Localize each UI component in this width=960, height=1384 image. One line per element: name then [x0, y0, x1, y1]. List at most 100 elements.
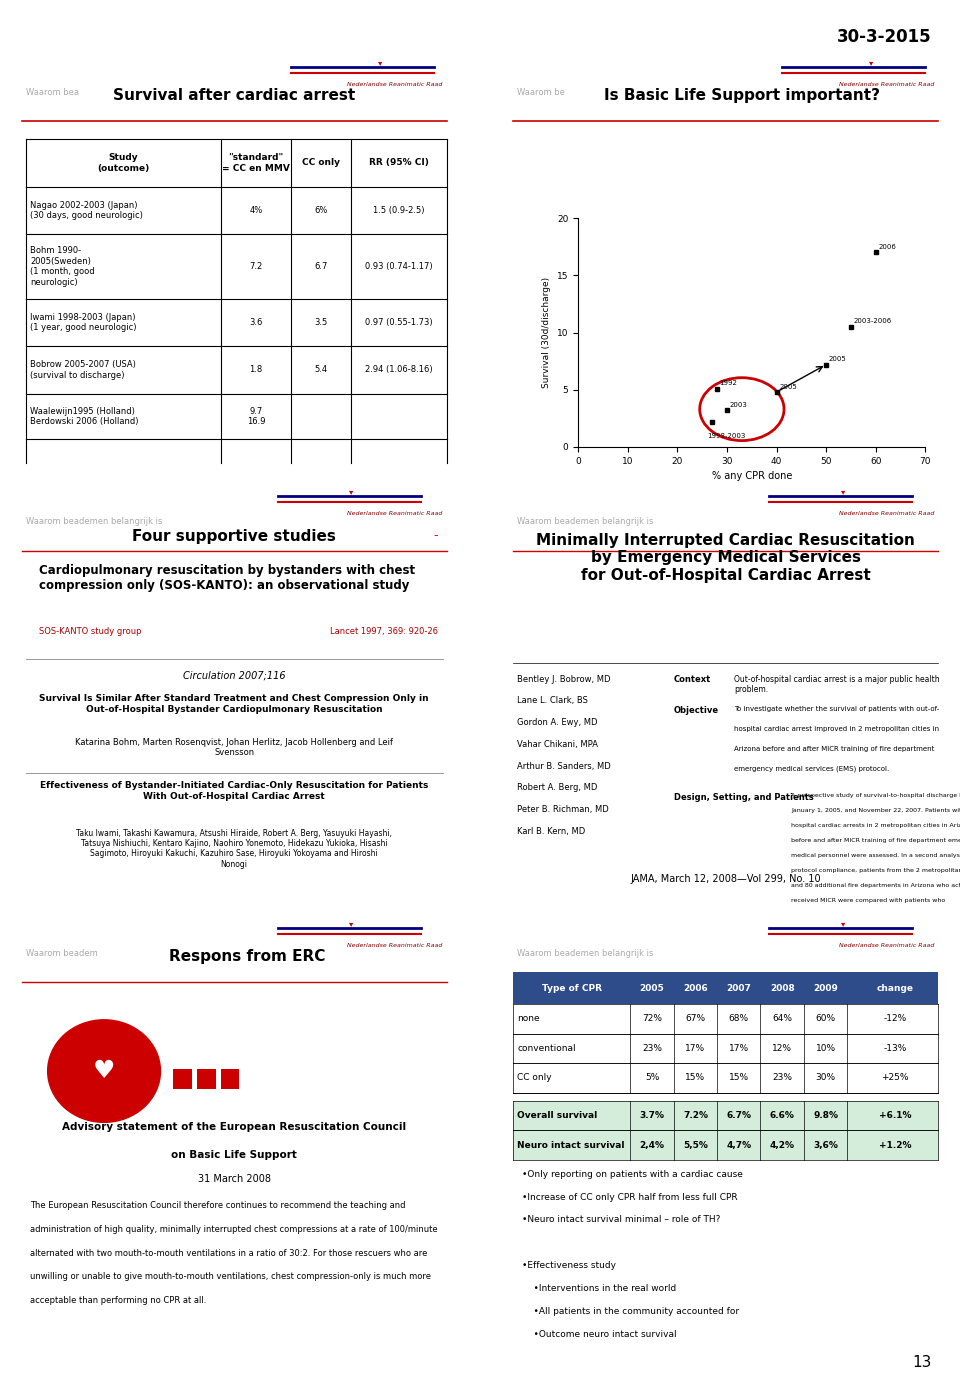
Text: 2,4%: 2,4%	[639, 1140, 664, 1150]
Text: 17%: 17%	[729, 1044, 749, 1053]
Text: +6.1%: +6.1%	[878, 1111, 911, 1120]
Text: Arthur B. Sanders, MD: Arthur B. Sanders, MD	[517, 761, 612, 771]
Text: "standard"
= CC en MMV: "standard" = CC en MMV	[222, 154, 290, 173]
Text: 10%: 10%	[815, 1044, 835, 1053]
Text: 5,5%: 5,5%	[683, 1140, 708, 1150]
Text: 5.4: 5.4	[315, 365, 327, 375]
Text: 0.93 (0.74-1.17): 0.93 (0.74-1.17)	[366, 262, 433, 271]
Text: Objective: Objective	[674, 706, 719, 716]
Text: 23%: 23%	[772, 1074, 792, 1082]
Text: •All patients in the community accounted for: •All patients in the community accounted…	[522, 1306, 739, 1316]
Text: 3.5: 3.5	[314, 318, 327, 327]
Text: •Increase of CC only CPR half from less full CPR: •Increase of CC only CPR half from less …	[522, 1193, 737, 1201]
Text: •Neuro intact survival minimal – role of TH?: •Neuro intact survival minimal – role of…	[522, 1215, 720, 1225]
Text: 3.7%: 3.7%	[639, 1111, 664, 1120]
Text: received MICR were compared with patients who: received MICR were compared with patient…	[791, 898, 945, 902]
Text: change: change	[876, 984, 914, 992]
Text: 6.6%: 6.6%	[770, 1111, 795, 1120]
Text: CC only: CC only	[517, 1074, 552, 1082]
Text: The European Resuscitation Council therefore continues to recommend the teaching: The European Resuscitation Council there…	[31, 1201, 406, 1210]
Text: Karl B. Kern, MD: Karl B. Kern, MD	[517, 826, 586, 836]
Text: Bohm 1990-
2005(Sweden)
(1 month, good
neurologic): Bohm 1990- 2005(Sweden) (1 month, good n…	[31, 246, 95, 286]
Text: 6.7%: 6.7%	[727, 1111, 752, 1120]
Text: Waarom be: Waarom be	[517, 89, 565, 97]
Text: administration of high quality, minimally interrupted chest compressions at a ra: administration of high quality, minimall…	[31, 1225, 438, 1235]
Text: ▾: ▾	[377, 58, 382, 68]
Text: 2006: 2006	[683, 984, 708, 992]
Text: Overall survival: Overall survival	[517, 1111, 598, 1120]
Text: Type of CPR: Type of CPR	[541, 984, 602, 992]
Text: Nagao 2002-2003 (Japan)
(30 days, good neurologic): Nagao 2002-2003 (Japan) (30 days, good n…	[31, 201, 143, 220]
Text: 2005: 2005	[639, 984, 664, 992]
Text: •Outcome neuro intact survival: •Outcome neuro intact survival	[522, 1330, 677, 1338]
Text: Lancet 1997, 369: 920-26: Lancet 1997, 369: 920-26	[330, 627, 438, 637]
Text: Waarom beadem: Waarom beadem	[26, 949, 98, 958]
Bar	[221, 1068, 239, 1089]
Text: Waarom beademen belangrijk is: Waarom beademen belangrijk is	[517, 949, 654, 958]
Text: ▾: ▾	[841, 919, 845, 929]
Text: Nederlandse Reanimatic Raad: Nederlandse Reanimatic Raad	[348, 82, 443, 87]
Text: none: none	[517, 1014, 540, 1023]
Text: JAMA, March 12, 2008—Vol 299, No. 10: JAMA, March 12, 2008—Vol 299, No. 10	[631, 873, 821, 884]
Text: hospital cardiac arrest improved in 2 metropolitan cities in: hospital cardiac arrest improved in 2 me…	[734, 727, 940, 732]
Text: Nederlandse Reanimatic Raad: Nederlandse Reanimatic Raad	[839, 943, 934, 948]
Text: Robert A. Berg, MD: Robert A. Berg, MD	[517, 783, 598, 792]
Text: -: -	[434, 529, 438, 541]
Text: 17%: 17%	[685, 1044, 706, 1053]
Text: 2007: 2007	[727, 984, 752, 992]
Text: 1992: 1992	[720, 381, 737, 386]
X-axis label: % any CPR done: % any CPR done	[711, 471, 792, 482]
Text: Study
(outcome): Study (outcome)	[98, 154, 150, 173]
Text: A prospective study of survival-to-hospital discharge between: A prospective study of survival-to-hospi…	[791, 793, 960, 799]
Text: 6.7: 6.7	[314, 262, 327, 271]
Circle shape	[48, 1020, 160, 1122]
Text: conventional: conventional	[517, 1044, 576, 1053]
Text: Respons from ERC: Respons from ERC	[169, 949, 325, 963]
Text: Iwami 1998-2003 (Japan)
(1 year, good neurologic): Iwami 1998-2003 (Japan) (1 year, good ne…	[31, 313, 136, 332]
Text: Nederlandse Reanimatic Raad: Nederlandse Reanimatic Raad	[348, 943, 443, 948]
Text: 9.7
16.9: 9.7 16.9	[247, 407, 265, 426]
Text: ▾: ▾	[841, 487, 845, 497]
Text: 64%: 64%	[772, 1014, 792, 1023]
Text: 15%: 15%	[685, 1074, 706, 1082]
Text: +25%: +25%	[881, 1074, 909, 1082]
Text: •Effectiveness study: •Effectiveness study	[522, 1261, 615, 1271]
Text: Gordon A. Ewy, MD: Gordon A. Ewy, MD	[517, 718, 598, 727]
Text: Circulation 2007;116: Circulation 2007;116	[183, 671, 285, 681]
Text: emergency medical services (EMS) protocol.: emergency medical services (EMS) protoco…	[734, 765, 890, 772]
Text: 2005: 2005	[780, 383, 797, 390]
Text: Minimally Interrupted Cardiac Resuscitation
by Emergency Medical Services
for Ou: Minimally Interrupted Cardiac Resuscitat…	[537, 533, 915, 583]
Bar	[514, 1100, 938, 1131]
Text: Nederlandse Reanimatic Raad: Nederlandse Reanimatic Raad	[839, 511, 934, 516]
Text: protocol compliance, patients from the 2 metropolitan cities: protocol compliance, patients from the 2…	[791, 868, 960, 873]
Text: 1.5 (0.9-2.5): 1.5 (0.9-2.5)	[373, 206, 425, 215]
Text: Peter B. Richman, MD: Peter B. Richman, MD	[517, 805, 610, 814]
Text: SOS-KANTO study group: SOS-KANTO study group	[39, 627, 141, 637]
Text: 7.2%: 7.2%	[683, 1111, 708, 1120]
Text: 1998-2003: 1998-2003	[708, 433, 746, 439]
Text: Neuro intact survival: Neuro intact survival	[517, 1140, 625, 1150]
Text: 15%: 15%	[729, 1074, 749, 1082]
Text: Is Basic Life Support important?: Is Basic Life Support important?	[604, 89, 880, 102]
Text: Arizona before and after MICR training of fire department: Arizona before and after MICR training o…	[734, 746, 935, 752]
Text: 2003: 2003	[730, 401, 747, 408]
Text: Survival Is Similar After Standard Treatment and Chest Compression Only in
Out-o: Survival Is Similar After Standard Treat…	[39, 695, 429, 714]
Text: 5%: 5%	[645, 1074, 660, 1082]
Text: 31 March 2008: 31 March 2008	[198, 1174, 271, 1183]
Text: Bentley J. Bobrow, MD: Bentley J. Bobrow, MD	[517, 675, 611, 684]
Text: Katarina Bohm, Marten Rosenqvist, Johan Herlitz, Jacob Hollenberg and Leif
Svens: Katarina Bohm, Marten Rosenqvist, Johan …	[75, 738, 394, 757]
Text: Waarom bea: Waarom bea	[26, 89, 79, 97]
Text: Context: Context	[674, 675, 711, 684]
Text: unwilling or unable to give mouth-to-mouth ventilations, chest compression-only : unwilling or unable to give mouth-to-mou…	[31, 1272, 431, 1282]
Text: Vahar Chikani, MPA: Vahar Chikani, MPA	[517, 740, 598, 749]
Bar	[174, 1068, 192, 1089]
Text: Nederlandse Reanimatic Raad: Nederlandse Reanimatic Raad	[348, 511, 443, 516]
Text: ▾: ▾	[349, 919, 353, 929]
Text: 30%: 30%	[815, 1074, 835, 1082]
Text: Taku Iwami, Takashi Kawamura, Atsushi Hiraide, Robert A. Berg, Yasuyuki Hayashi,: Taku Iwami, Takashi Kawamura, Atsushi Hi…	[76, 829, 393, 869]
Text: 2006: 2006	[878, 244, 896, 251]
Text: 6%: 6%	[314, 206, 327, 215]
Text: Nederlandse Reanimatic Raad: Nederlandse Reanimatic Raad	[839, 82, 934, 87]
Text: 68%: 68%	[729, 1014, 749, 1023]
Text: 4%: 4%	[250, 206, 263, 215]
